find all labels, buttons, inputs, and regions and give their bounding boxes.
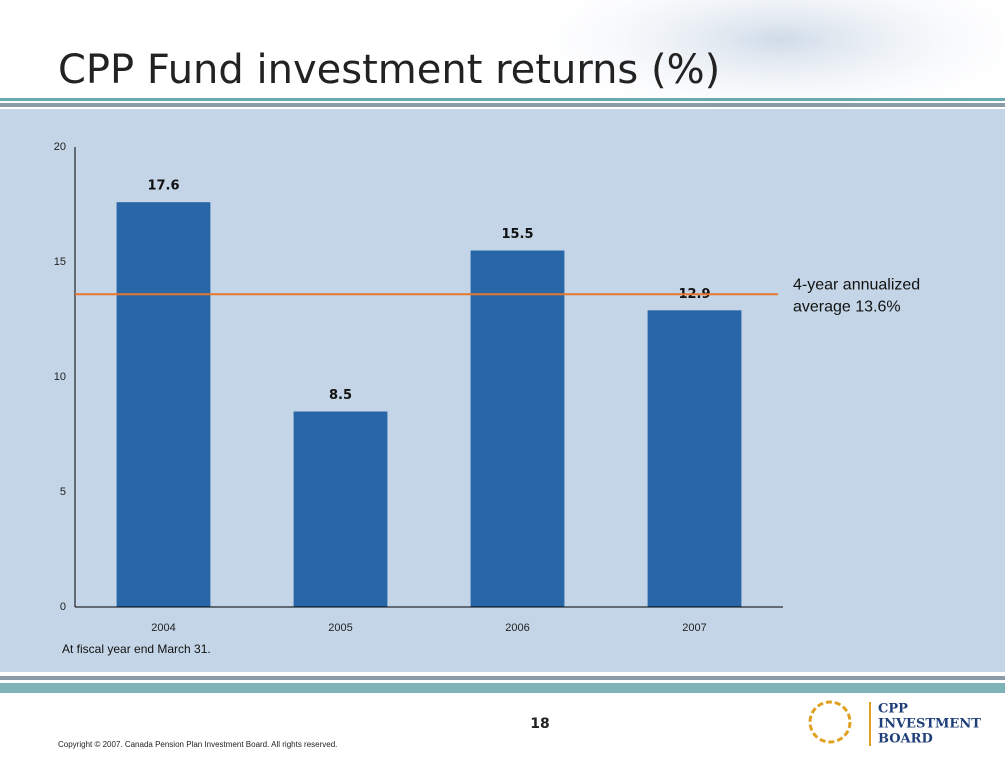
header-stripe <box>0 103 1005 107</box>
x-tick-label: 2006 <box>505 622 529 634</box>
y-tick-label: 15 <box>54 256 66 268</box>
x-tick-label: 2004 <box>151 622 175 634</box>
value-label: 17.6 <box>147 179 179 194</box>
footer-stripe <box>0 676 1005 680</box>
y-tick-label: 0 <box>60 601 66 613</box>
bar <box>116 202 211 607</box>
plot: 05101520200417.620058.5200615.5200712.94… <box>54 141 920 634</box>
reference-label: average 13.6% <box>793 298 901 315</box>
bar <box>293 411 388 607</box>
x-tick-label: 2005 <box>328 622 352 634</box>
header-stripe <box>0 98 1005 101</box>
chart-note: At fiscal year end March 31. <box>62 642 211 656</box>
value-label: 15.5 <box>501 227 533 242</box>
page-number: 18 <box>530 716 549 732</box>
y-tick-label: 5 <box>60 486 66 498</box>
footer-stripe <box>0 683 1005 693</box>
logo-text: INVESTMENT <box>878 717 981 732</box>
logo-text: BOARD <box>878 732 933 747</box>
slide-title: CPP Fund investment returns (%) <box>58 47 720 93</box>
y-tick-label: 10 <box>54 371 66 383</box>
logo-text: CPP <box>878 702 908 717</box>
reference-label: 4-year annualized <box>793 276 920 293</box>
bar <box>647 310 742 607</box>
x-tick-label: 2007 <box>682 622 706 634</box>
bar <box>470 250 565 607</box>
value-label: 8.5 <box>329 388 352 403</box>
y-tick-label: 20 <box>54 141 66 153</box>
logo-icon <box>808 700 852 744</box>
header-decoration <box>500 0 1005 130</box>
logo: CPP INVESTMENT BOARD <box>808 700 981 747</box>
copyright: Copyright © 2007. Canada Pension Plan In… <box>58 740 337 749</box>
logo-divider <box>869 702 871 746</box>
